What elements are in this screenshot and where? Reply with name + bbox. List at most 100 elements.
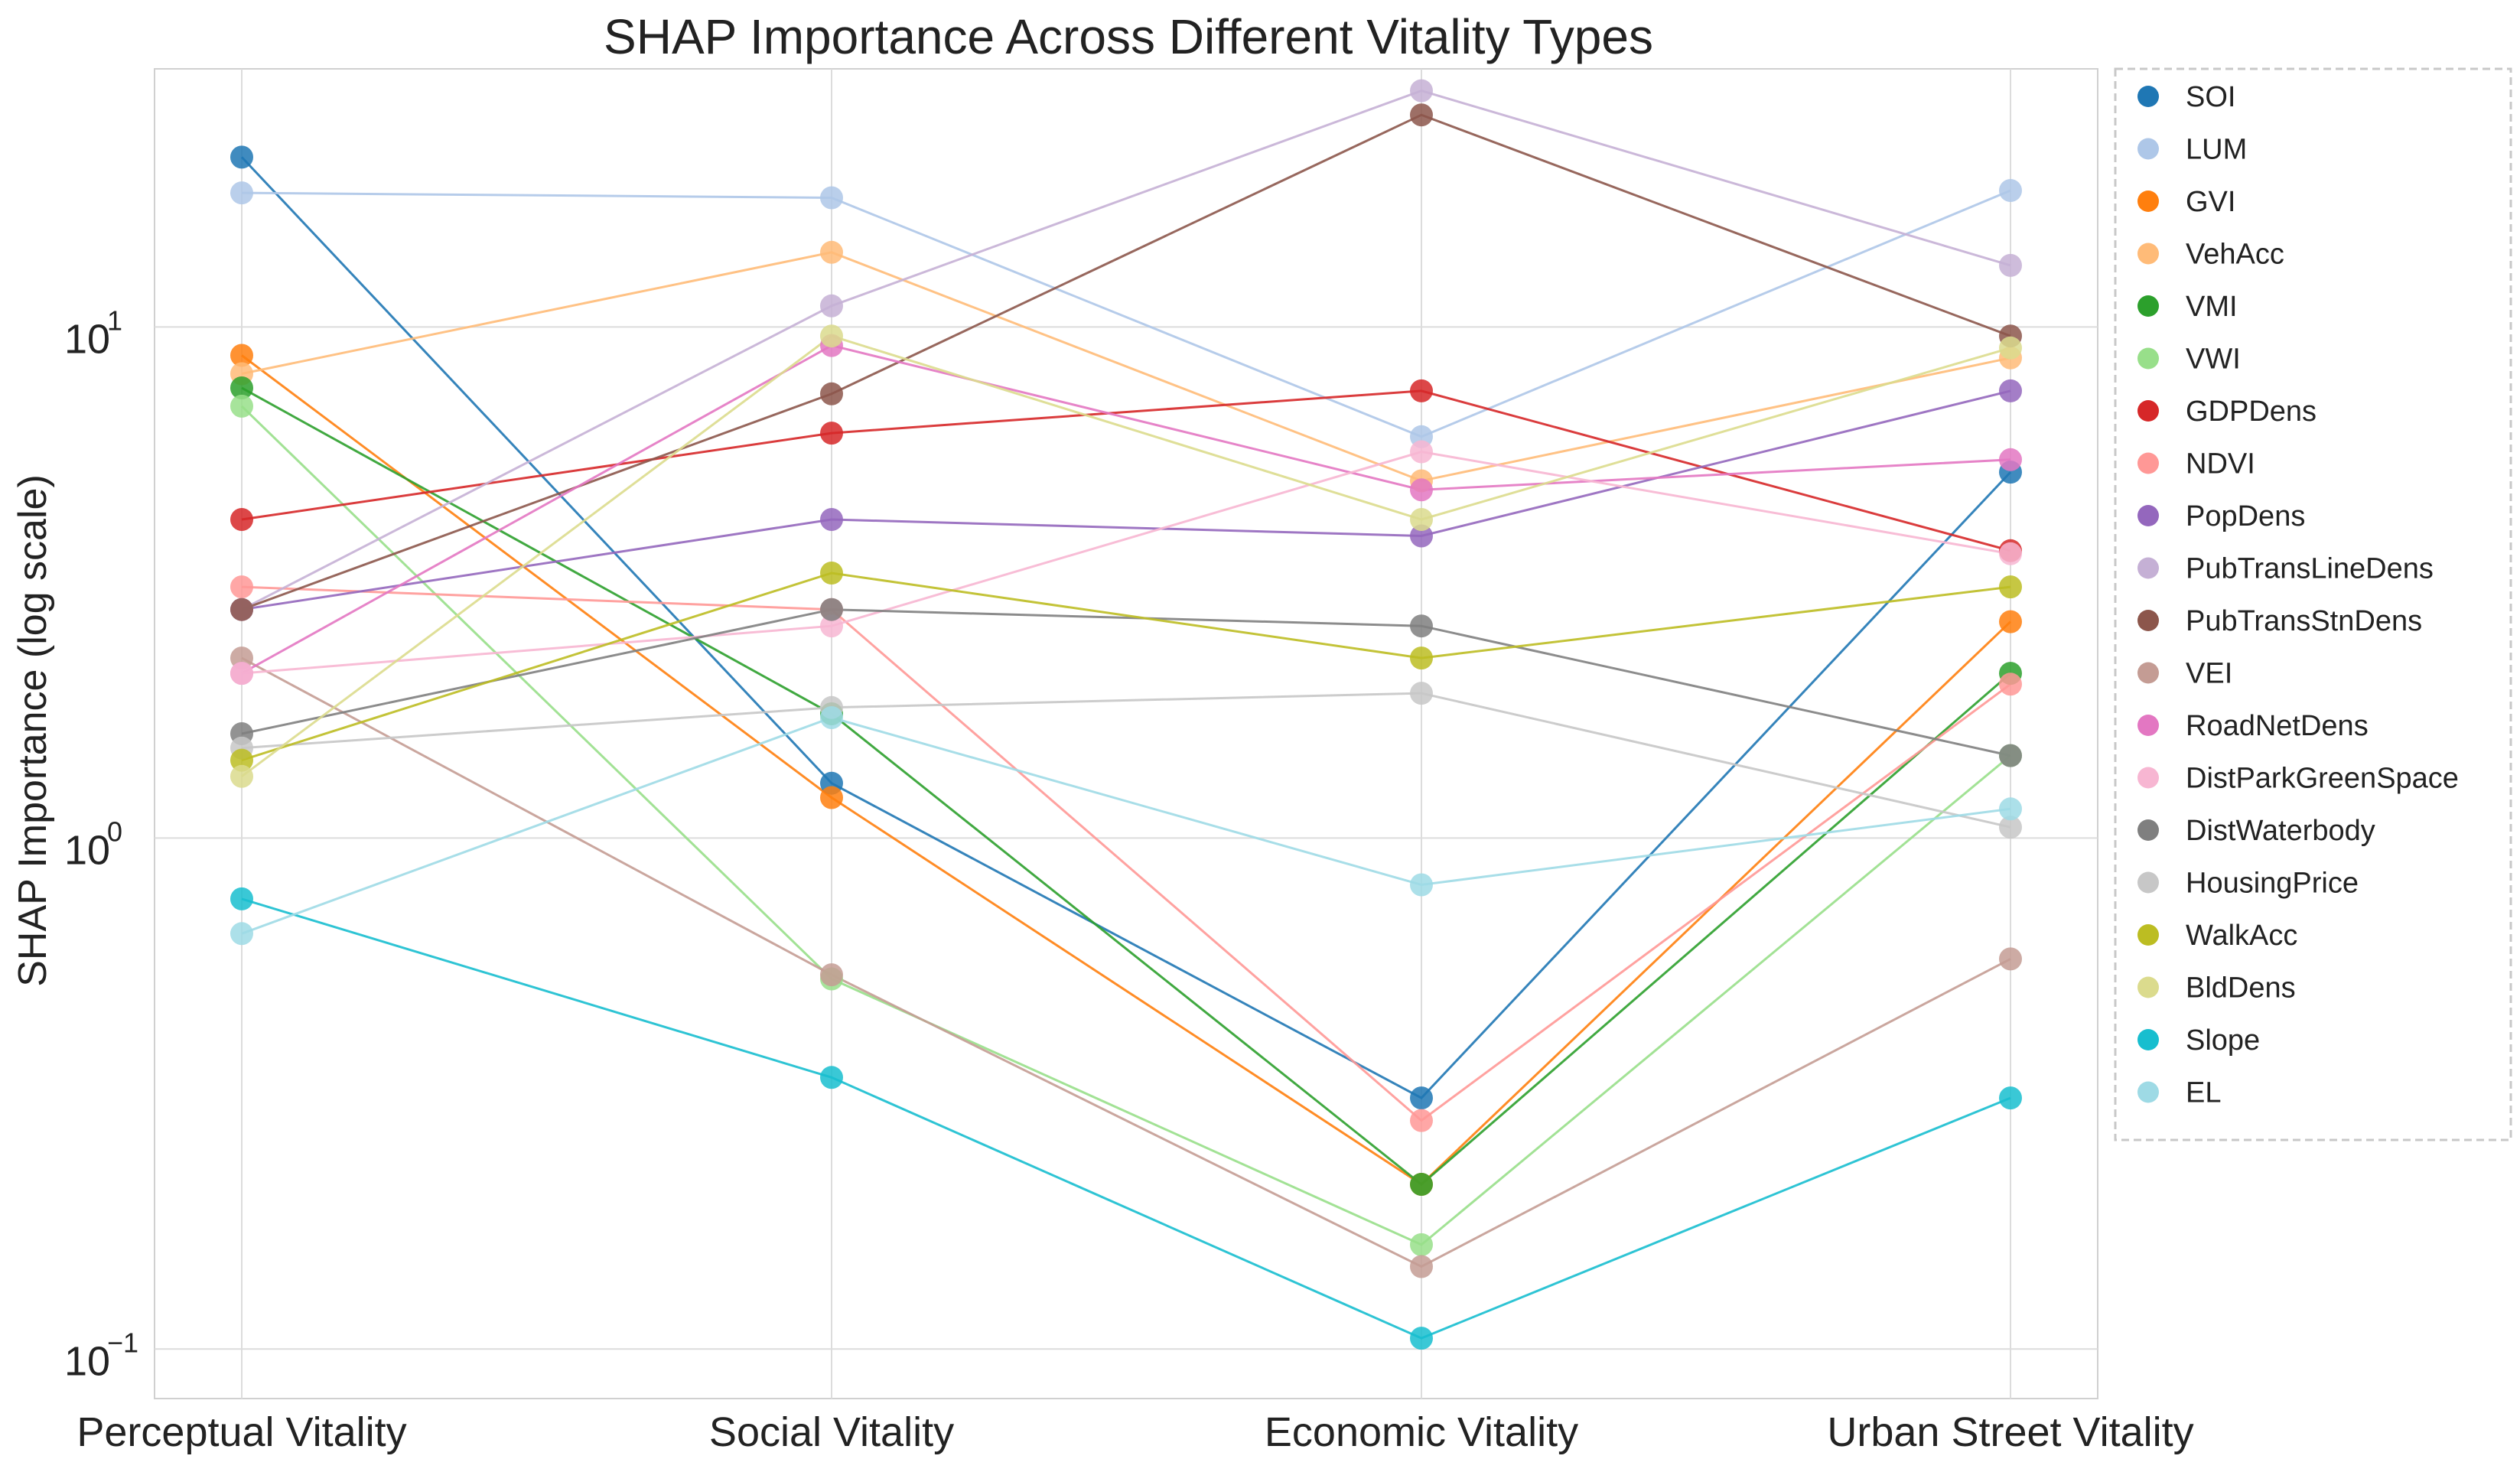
data-point-ndvi	[1410, 1109, 1433, 1132]
data-point-distparkgreenspace	[1410, 440, 1433, 464]
data-point-roadnetdens	[1999, 448, 2022, 471]
data-point-vei	[1410, 1255, 1433, 1278]
data-point-gvi	[820, 786, 843, 809]
legend-marker-ndvi	[2137, 452, 2159, 474]
legend-marker-pubtranslinedens	[2137, 557, 2159, 579]
data-point-pubtransstndens	[820, 382, 843, 405]
series-line-gdpdens	[241, 389, 2011, 552]
legend-label: VWI	[2186, 344, 2241, 376]
data-point-housingprice	[1999, 816, 2022, 839]
data-point-vei	[1999, 947, 2022, 971]
data-point-distparkgreenspace	[230, 662, 253, 686]
legend-label: SOI	[2186, 81, 2235, 113]
data-point-el	[230, 922, 253, 946]
data-point-walkacc	[1410, 646, 1433, 670]
data-point-popdens	[1999, 379, 2022, 402]
data-point-vei	[820, 963, 843, 987]
legend-marker-lum	[2137, 138, 2159, 160]
series-line-vmi	[241, 386, 2011, 1186]
data-point-blddens	[1410, 508, 1433, 531]
legend-label: VEI	[2186, 658, 2232, 690]
x-tick-label: Perceptual Vitality	[77, 1409, 406, 1455]
data-point-blddens	[230, 764, 253, 788]
series-line-walkacc	[241, 572, 2011, 762]
data-point-distparkgreenspace	[1999, 542, 2022, 565]
y-tick-label: 10	[64, 316, 110, 362]
data-point-vmi	[1410, 1173, 1433, 1196]
legend-label: PubTransLineDens	[2186, 553, 2434, 585]
legend-label: GDPDens	[2186, 396, 2317, 428]
series-line-housingprice	[241, 692, 2011, 829]
data-point-gvi	[230, 344, 253, 367]
data-point-distwaterbody	[1410, 614, 1433, 638]
data-point-vmi	[230, 376, 253, 399]
data-point-el	[1410, 873, 1433, 897]
data-point-el	[1999, 797, 2022, 821]
series-line-popdens	[241, 389, 2011, 611]
legend-marker-pubtransstndens	[2137, 610, 2159, 631]
legend-marker-distparkgreenspace	[2137, 767, 2159, 789]
data-point-ndvi	[230, 575, 253, 599]
data-point-vehacc	[820, 240, 843, 264]
series-line-roadnetdens	[241, 344, 2011, 675]
legend-marker-vei	[2137, 662, 2159, 684]
series-line-vwi	[240, 405, 2011, 1246]
legend-label: DistWaterbody	[2186, 815, 2375, 847]
data-point-vwi	[1410, 1233, 1433, 1256]
legend-marker-gdpdens	[2137, 400, 2159, 422]
legend-label: VehAcc	[2186, 239, 2284, 271]
legend-marker-slope	[2137, 1029, 2159, 1050]
data-point-distwaterbody	[820, 598, 843, 621]
legend-label: HousingPrice	[2186, 868, 2359, 900]
data-point-walkacc	[230, 748, 253, 772]
data-point-popdens	[820, 508, 843, 531]
data-point-pubtransstndens	[230, 598, 253, 621]
legend-marker-walkacc	[2137, 924, 2159, 946]
legend-label: DistParkGreenSpace	[2186, 763, 2459, 795]
series-line-pubtransstndens	[241, 113, 2011, 611]
series-line-ndvi	[241, 585, 2011, 1122]
data-point-pubtranslinedens	[1410, 79, 1433, 103]
data-point-ndvi	[1999, 672, 2022, 696]
x-tick-label: Urban Street Vitality	[1827, 1409, 2193, 1455]
data-point-blddens	[1999, 336, 2022, 360]
data-point-roadnetdens	[1410, 478, 1433, 502]
data-point-gdpdens	[1410, 379, 1433, 402]
data-point-gdpdens	[820, 422, 843, 445]
series-line-slope	[241, 897, 2011, 1340]
data-point-distparkgreenspace	[820, 614, 843, 638]
series-line-distparkgreenspace	[241, 450, 2011, 675]
data-point-pubtranslinedens	[1999, 253, 2022, 277]
data-point-soi	[230, 145, 253, 169]
data-point-housingprice	[1410, 682, 1433, 705]
data-point-pubtransstndens	[1410, 103, 1433, 127]
y-tick-exponent: −1	[107, 1327, 138, 1358]
x-tick-label: Social Vitality	[709, 1409, 954, 1455]
data-point-distwaterbody	[1999, 744, 2022, 767]
legend-label: VMI	[2186, 291, 2238, 323]
legend-label: RoadNetDens	[2186, 710, 2369, 742]
legend-label: GVI	[2186, 186, 2235, 218]
data-point-gdpdens	[230, 508, 253, 531]
series-line-vehacc	[241, 251, 2011, 483]
data-point-lum	[820, 186, 843, 210]
legend-marker-soi	[2137, 86, 2159, 107]
legend-marker-blddens	[2137, 976, 2159, 998]
legend-label: Slope	[2186, 1024, 2260, 1057]
series-line-soi	[240, 156, 2012, 1099]
data-point-pubtranslinedens	[820, 294, 843, 318]
series-line-lum	[241, 189, 2011, 438]
data-point-soi	[1410, 1086, 1433, 1110]
legend-label: LUM	[2186, 134, 2247, 166]
series-line-distwaterbody	[241, 608, 2011, 757]
y-tick-exponent: 0	[107, 816, 122, 847]
data-point-popdens	[1410, 524, 1433, 548]
plot-area: Perceptual Vitality Social Vitality Econom…	[64, 68, 2194, 1455]
data-point-gvi	[1999, 610, 2022, 633]
legend-label: NDVI	[2186, 448, 2255, 480]
data-point-walkacc	[1999, 575, 2022, 599]
chart-title: SHAP Importance Across Different Vitalit…	[604, 9, 1653, 64]
data-point-slope	[820, 1066, 843, 1089]
data-point-lum	[230, 181, 253, 205]
